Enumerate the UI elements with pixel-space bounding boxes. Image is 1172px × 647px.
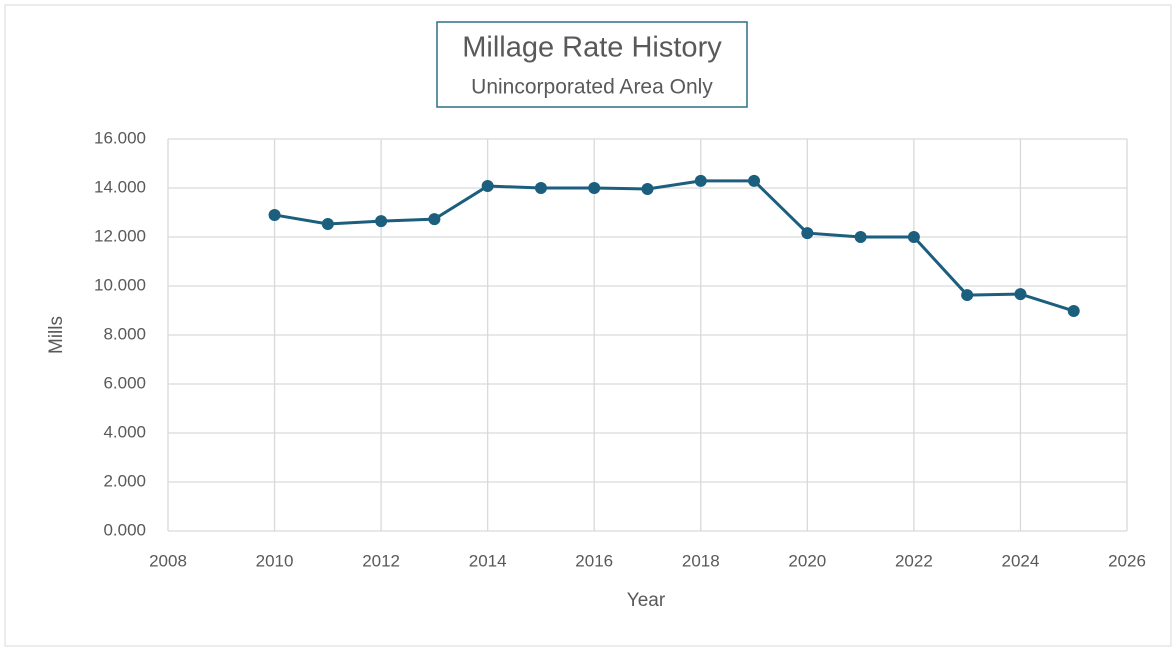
point [268,208,281,221]
point [748,174,761,187]
x-tick-label: 2012 [362,551,400,570]
y-tick-label: 14.000 [94,177,146,196]
y-axis-label: Mills [46,316,67,354]
point [588,182,601,194]
x-tick-label: 2022 [895,551,933,570]
chart-border [4,4,1172,647]
point [428,213,441,226]
y-tick-label: 16.000 [94,128,146,147]
x-tick-label: 2010 [256,551,294,570]
point [854,231,867,243]
point [694,174,707,187]
y-tick-label: 12.000 [94,226,146,245]
y-tick-label: 10.000 [94,275,146,294]
point [321,218,334,231]
y-tick-label: 4.000 [103,422,146,441]
x-tick-label: 2020 [788,551,826,570]
x-tick-label: 2024 [1002,551,1040,570]
x-axis-label: Year [627,590,666,611]
y-tick-label: 0.000 [103,520,146,539]
y-tick-label: 8.000 [103,324,146,343]
point [907,231,920,243]
title-box [436,21,748,108]
point [641,182,654,195]
chart-title: Millage Rate History [462,32,722,64]
point [801,227,814,240]
point [375,215,388,228]
chart-subtitle: Unincorporated Area Only [471,76,713,99]
point [1014,288,1027,301]
x-tick-label: 2014 [469,551,507,570]
x-tick-label: 2026 [1108,551,1146,570]
line [274,179,1075,313]
y-tick-label: 6.000 [103,373,146,392]
point [961,289,974,302]
x-tick-label: 2008 [149,551,187,570]
point [534,182,547,194]
y-tick-label: 2.000 [103,471,146,490]
x-tick-label: 2018 [682,551,720,570]
point [481,180,494,193]
point [1067,304,1080,317]
x-tick-label: 2016 [575,551,613,570]
